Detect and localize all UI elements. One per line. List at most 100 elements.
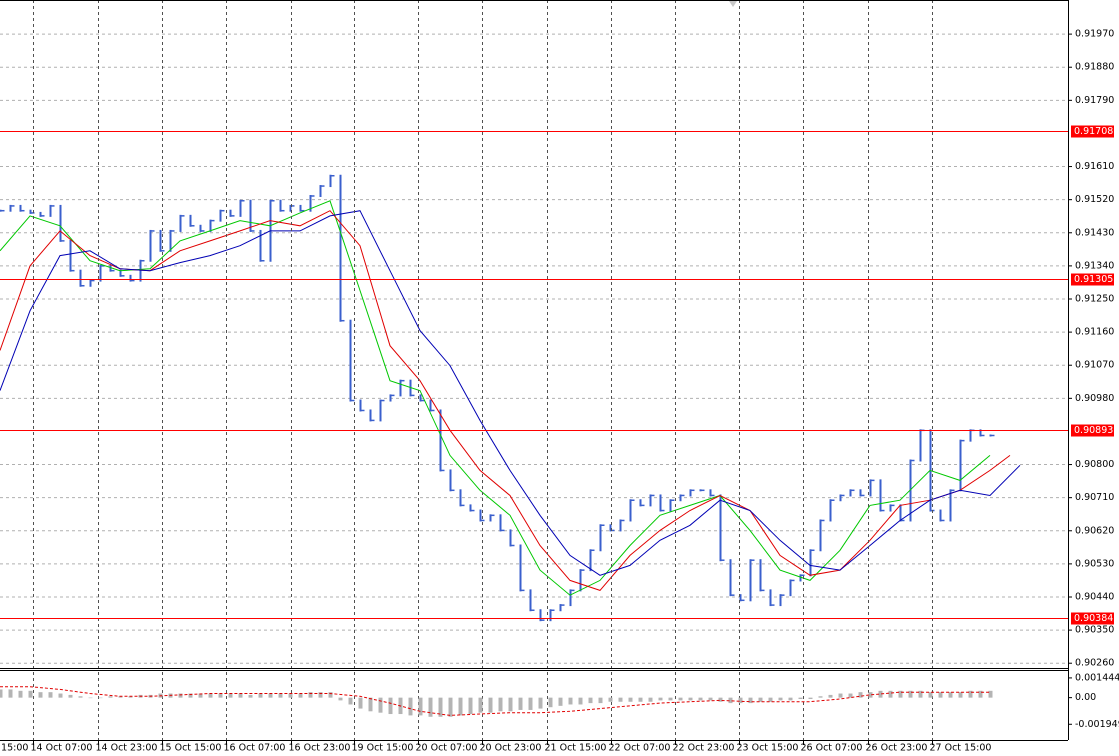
histogram-bar (428, 697, 433, 717)
histogram-bar (258, 693, 263, 698)
level-label-box (1071, 424, 1114, 437)
histogram-bar (908, 690, 913, 698)
histogram-bar (458, 697, 463, 716)
histogram-bar (978, 690, 983, 698)
y-tick-label: 0.90440 (1075, 591, 1114, 602)
histogram-bar (508, 697, 513, 712)
histogram-bar (968, 690, 973, 698)
y-tick-label: 0.91160 (1075, 327, 1114, 338)
x-tick-label: 16 Oct 07:00 (224, 743, 286, 754)
histogram-bar (848, 693, 853, 698)
histogram-bar (358, 697, 363, 709)
histogram-bar (228, 693, 233, 698)
histogram-bar (88, 697, 93, 699)
histogram-bar (278, 693, 283, 698)
histogram-bar (468, 697, 473, 715)
histogram-bar (778, 697, 783, 701)
series-line (0, 200, 991, 596)
histogram-bar (288, 693, 293, 698)
histogram-bar (98, 697, 103, 699)
histogram-bar (878, 690, 883, 698)
histogram-bar (748, 697, 753, 704)
level-label-box (1071, 273, 1114, 286)
histogram-bar (588, 697, 593, 704)
histogram-bar (118, 696, 123, 698)
histogram-bar (38, 692, 43, 698)
histogram-bar (58, 693, 63, 698)
histogram-bar (658, 697, 663, 701)
series-line (0, 210, 1021, 576)
histogram-bar (808, 697, 813, 700)
histogram-bar (768, 697, 773, 702)
y-tick-label: 0.001444 (1075, 672, 1119, 683)
panel (0, 686, 993, 717)
y-tick-label: 0.91610 (1075, 161, 1114, 172)
histogram-bar (888, 690, 893, 698)
histogram-bar (788, 697, 793, 701)
histogram-bar (568, 697, 573, 705)
histogram-bar (718, 697, 723, 702)
histogram-bar (408, 697, 413, 716)
histogram-bar (958, 692, 963, 698)
y-tick-label: 0.91880 (1075, 62, 1114, 73)
level-label: 0.90893 (1074, 425, 1113, 436)
level-label: 0.91305 (1074, 274, 1113, 285)
histogram-bar (448, 697, 453, 717)
histogram-bar (648, 697, 653, 702)
y-tick-label: 0.91520 (1075, 194, 1114, 205)
histogram-bar (128, 696, 133, 698)
histogram-bar (898, 690, 903, 698)
histogram-bar (858, 692, 863, 698)
histogram-bar (28, 690, 33, 698)
histogram-bar (248, 694, 253, 698)
level-label-box (1071, 612, 1114, 625)
histogram-bar (188, 693, 193, 698)
y-tick-label: 0.91250 (1075, 293, 1114, 304)
histogram-bar (698, 697, 703, 701)
histogram-bar (328, 692, 333, 698)
histogram-bar (0, 689, 3, 698)
series-line (0, 686, 990, 716)
y-tick-label: 0.90710 (1075, 492, 1114, 503)
histogram-bar (198, 693, 203, 698)
histogram-bar (108, 696, 113, 698)
histogram-bar (638, 697, 643, 702)
histogram-bar (538, 697, 543, 709)
y-tick-label: 0.90800 (1075, 459, 1114, 470)
y-tick-label: 0.91070 (1075, 360, 1114, 371)
histogram-bar (518, 697, 523, 710)
x-tick-label: 20 Oct 23:00 (480, 743, 542, 754)
histogram-bar (298, 693, 303, 698)
x-tick-label: 21 Oct 15:00 (545, 743, 607, 754)
y-tick-label: 0.00 (1075, 692, 1096, 703)
x-tick-label: 23 Oct 15:00 (737, 743, 799, 754)
level-label: 0.90384 (1074, 613, 1113, 624)
histogram-bar (598, 697, 603, 704)
histogram-bar (318, 692, 323, 698)
histogram-bar (758, 697, 763, 702)
x-tick-label: 26 Oct 23:00 (866, 743, 928, 754)
histogram-bar (608, 697, 613, 702)
y-tick-label: -0.001949 (1075, 719, 1119, 730)
histogram-bar (738, 697, 743, 704)
x-tick-label: 22 Oct 07:00 (609, 743, 671, 754)
histogram-bar (8, 689, 13, 698)
x-tick-label: 27 Oct 15:00 (930, 743, 992, 754)
x-tick-label: 16 Oct 23:00 (289, 743, 351, 754)
y-tick-label: 0.90350 (1075, 625, 1114, 636)
histogram-bar (578, 697, 583, 705)
histogram-bar (938, 692, 943, 698)
histogram-bar (438, 697, 443, 717)
histogram-bar (688, 697, 693, 701)
x-tick-label: 22 Oct 23:00 (673, 743, 735, 754)
histogram-bar (918, 690, 923, 698)
histogram-bar (388, 697, 393, 715)
histogram-bar (678, 697, 683, 701)
histogram-bar (828, 694, 833, 698)
panel (0, 33, 1068, 664)
shift-marker (729, 1, 737, 7)
histogram-bar (928, 692, 933, 698)
